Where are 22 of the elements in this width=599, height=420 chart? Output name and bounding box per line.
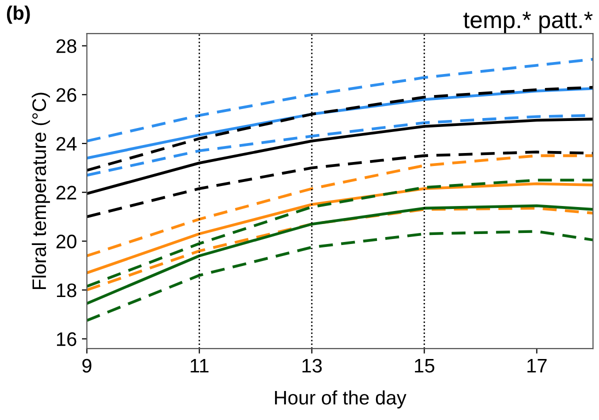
x-tick-label: 17 xyxy=(527,359,547,372)
y-tick-label: 22 xyxy=(56,186,76,200)
x-tick-label: 13 xyxy=(302,358,322,373)
y-tick-label: 18 xyxy=(56,283,76,298)
line-series xyxy=(86,154,594,258)
y-tick-label: 20 xyxy=(56,234,76,248)
y-tick-label: 24 xyxy=(56,136,77,151)
text: (b) xyxy=(6,6,30,24)
line-series xyxy=(86,230,594,322)
y-axis-title: Floral temperature (°C) xyxy=(32,92,50,290)
x-tick-label: 9 xyxy=(82,358,92,373)
line-series xyxy=(86,58,594,142)
y-tick-label: 28 xyxy=(56,39,76,54)
chart-title: temp.* patt.* xyxy=(463,12,593,33)
line-series xyxy=(86,178,594,288)
line-series xyxy=(86,206,594,292)
x-tick-label: 15 xyxy=(414,359,434,373)
x-tick-label: 11 xyxy=(190,359,208,372)
y-tick-label: 26 xyxy=(56,88,76,102)
y-tick-label: 16 xyxy=(56,332,76,346)
x-axis-title: Hour of the day xyxy=(275,390,406,408)
line-series xyxy=(86,204,594,305)
